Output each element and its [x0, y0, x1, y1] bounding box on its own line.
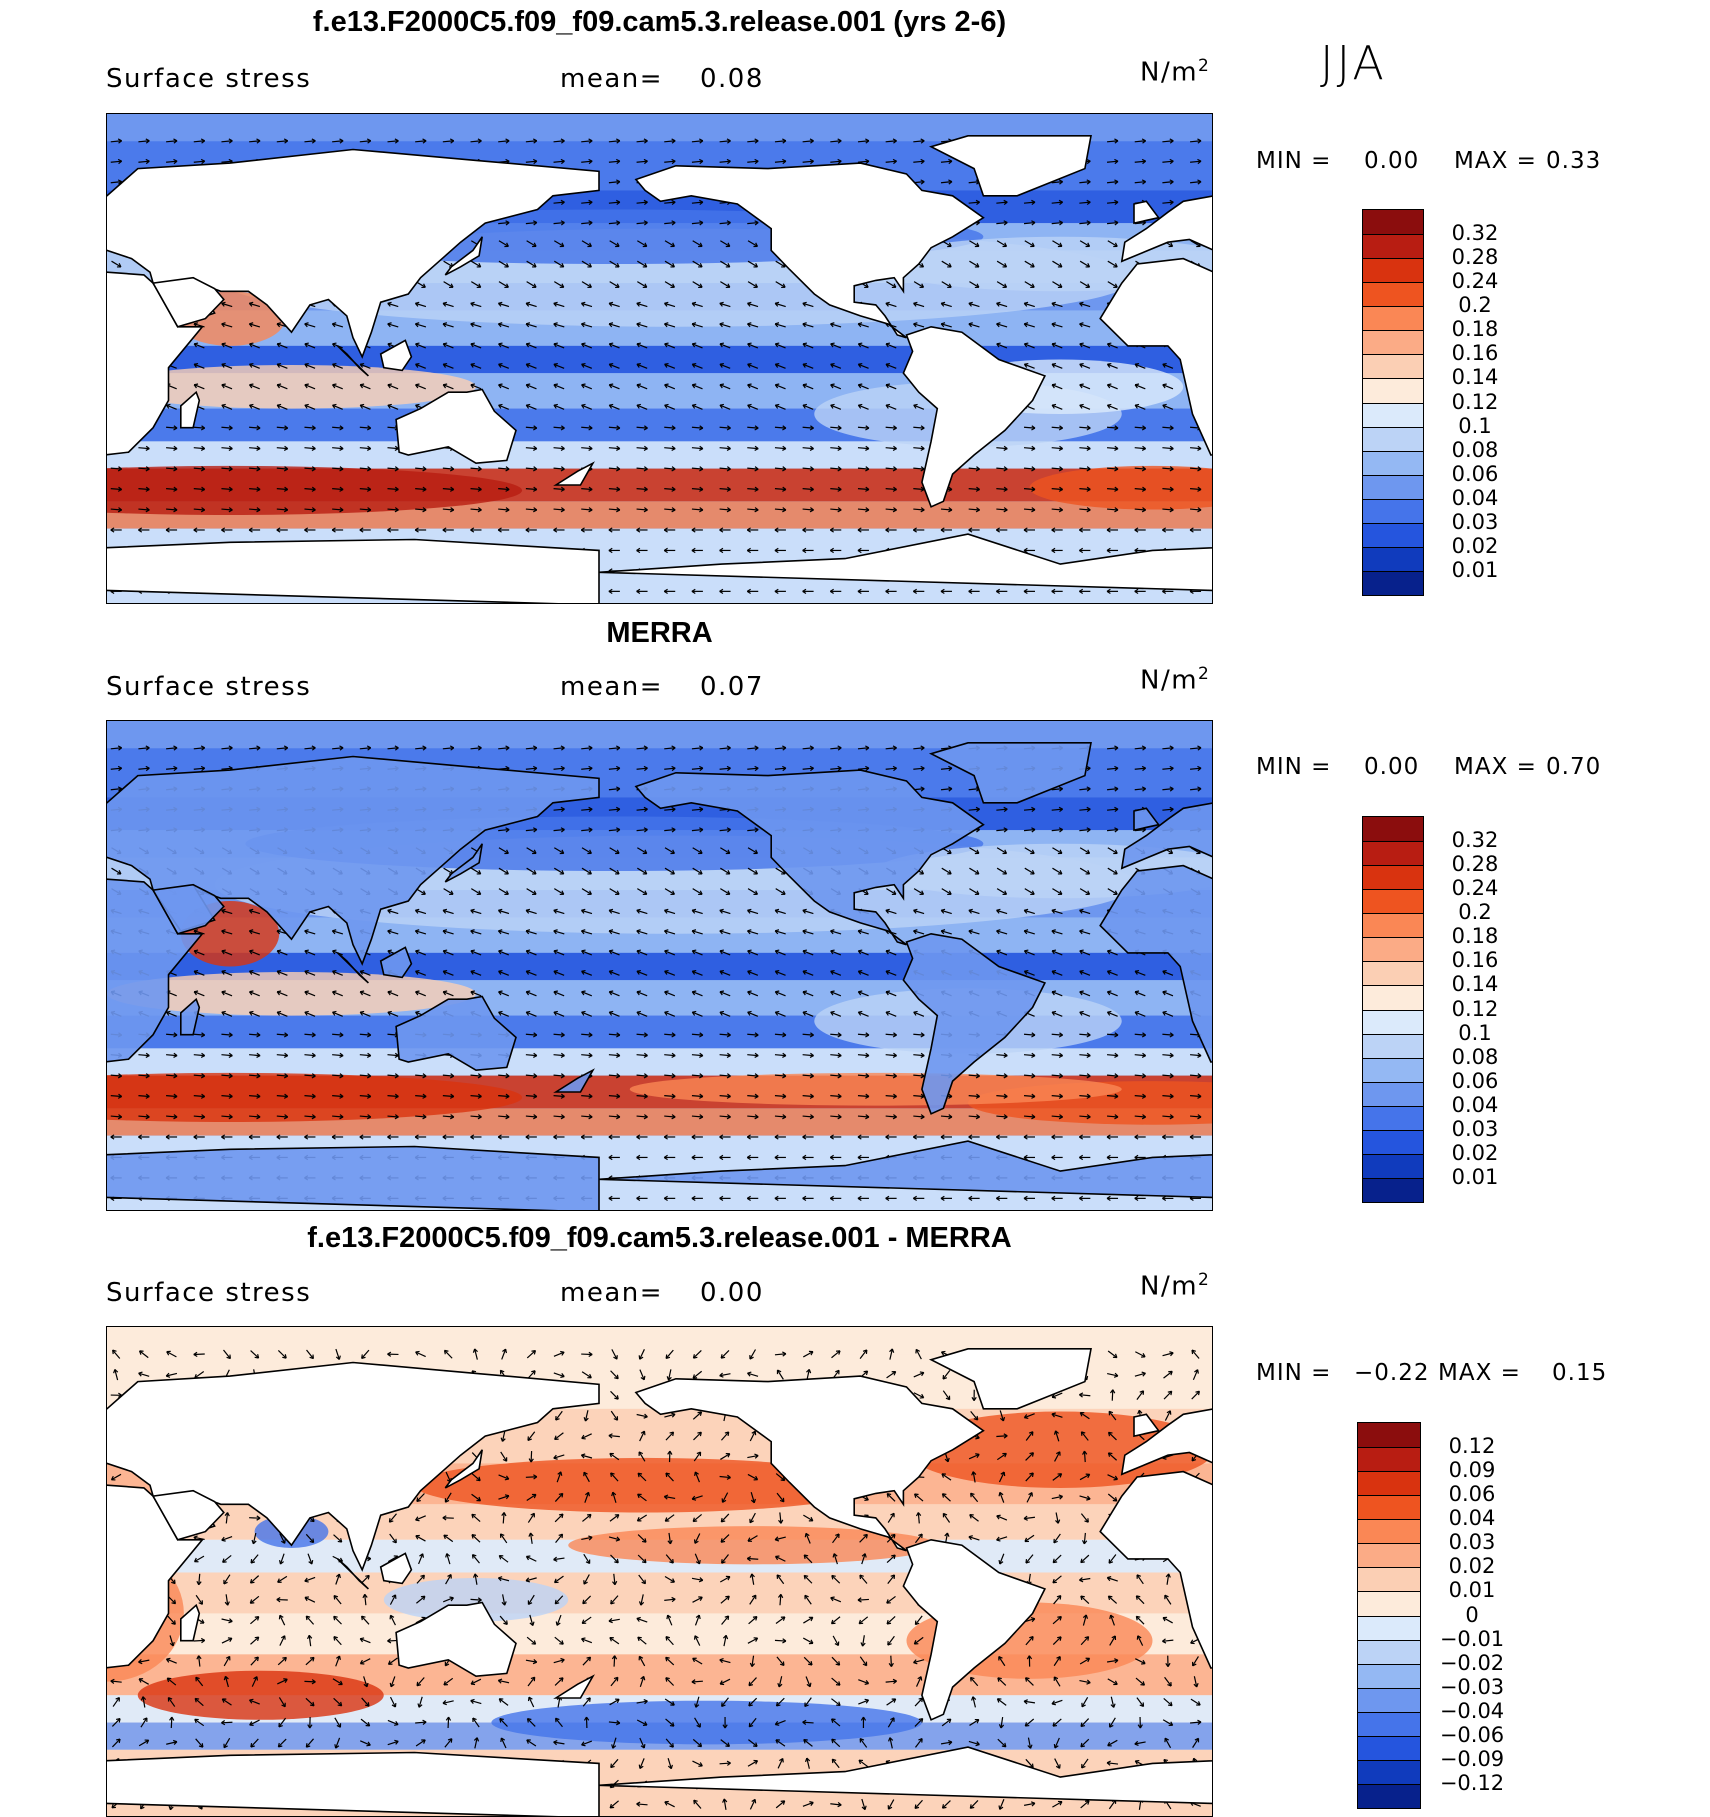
colorbar-box	[1363, 817, 1423, 841]
colorbar-tick-label: 0.03	[1435, 510, 1515, 534]
panel3-units: N/m2	[1140, 1270, 1210, 1302]
colorbar-tick-label: 0.16	[1435, 948, 1515, 972]
colorbar-tick-label: 0.02	[1435, 1141, 1515, 1165]
colorbar-tick-label: 0.01	[1435, 558, 1515, 582]
colorbar-tick-label: 0.18	[1435, 924, 1515, 948]
field-blob	[138, 1671, 384, 1720]
colorbar-box	[1363, 330, 1423, 354]
panel1-min-value: 0.00	[1364, 148, 1419, 174]
colorbar-box	[1363, 378, 1423, 402]
colorbar-tick-label: 0.1	[1435, 414, 1515, 438]
panel1-max-value: 0.33	[1546, 148, 1601, 174]
panel3-mean-label: mean=	[560, 1278, 663, 1308]
colorbar-tick-label: 0.28	[1435, 852, 1515, 876]
panel1-min-label: MIN =	[1256, 148, 1331, 174]
colorbar-tick-label: 0.14	[1435, 365, 1515, 389]
colorbar-box	[1363, 1034, 1423, 1058]
panel2-mean-label: mean=	[560, 672, 663, 702]
colorbar-tick-label: 0.2	[1435, 900, 1515, 924]
colorbar-box	[1363, 1058, 1423, 1082]
colorbar-box	[1363, 234, 1423, 258]
colorbar-box	[1363, 210, 1423, 234]
colorbar-tick-label: 0.24	[1435, 269, 1515, 293]
panel1-title: f.e13.F2000C5.f09_f09.cam5.3.release.001…	[106, 6, 1213, 39]
colorbar-box	[1363, 571, 1423, 595]
colorbar-box	[1363, 841, 1423, 865]
colorbar-box	[1363, 1178, 1423, 1202]
colorbar-box	[1363, 985, 1423, 1009]
panel2-units: N/m2	[1140, 664, 1210, 696]
colorbar-tick-label: 0.14	[1435, 972, 1515, 996]
colorbar-box	[1363, 913, 1423, 937]
colorbar-tick-label: 0.01	[1435, 1165, 1515, 1189]
colorbar-tick-label: 0.08	[1435, 438, 1515, 462]
colorbar-box	[1363, 961, 1423, 985]
colorbar-tick-label: 0.12	[1435, 997, 1515, 1021]
field-band	[107, 441, 1213, 468]
colorbar-tick-label: 0.18	[1435, 317, 1515, 341]
panel2-map	[106, 720, 1213, 1211]
colorbar-tick-label: 0.03	[1435, 1117, 1515, 1141]
colorbar-box	[1363, 1130, 1423, 1154]
colorbar-box	[1363, 1010, 1423, 1034]
colorbar-tick-label: 0.06	[1435, 1069, 1515, 1093]
colorbar-box	[1363, 427, 1423, 451]
colorbar-box	[1363, 451, 1423, 475]
colorbar-tick-label: 0.2	[1435, 293, 1515, 317]
colorbar-box	[1363, 306, 1423, 330]
field-blob	[491, 1701, 922, 1745]
colorbar-tick-label: 0.24	[1435, 876, 1515, 900]
colorbar-box	[1363, 1154, 1423, 1178]
colorbar-box	[1363, 547, 1423, 571]
panel1-variable-label: Surface stress	[106, 64, 311, 94]
panel2-max-label: MAX =	[1454, 754, 1537, 780]
panel2-min-label: MIN =	[1256, 754, 1331, 780]
field-band	[107, 1048, 1213, 1075]
colorbar-tick-label: 0.02	[1435, 534, 1515, 558]
colorbar-box	[1363, 258, 1423, 282]
panel3-variable-label: Surface stress	[106, 1278, 311, 1308]
colorbar-box	[1363, 1082, 1423, 1106]
colorbar-box	[1363, 403, 1423, 427]
colorbar-box	[1363, 1106, 1423, 1130]
colorbar-box	[1363, 523, 1423, 547]
colorbar-tick-label: 0.16	[1435, 341, 1515, 365]
panel1-map	[106, 113, 1213, 604]
colorbar-tick-label: 0.06	[1435, 462, 1515, 486]
colorbar-tick-label: 0.32	[1435, 221, 1515, 245]
colorbar-tick-label: 0.32	[1435, 828, 1515, 852]
colorbar-tick-label: 0.28	[1435, 245, 1515, 269]
panel2-mean-value: 0.07	[700, 672, 764, 702]
panel2-variable-label: Surface stress	[106, 672, 311, 702]
colorbar-tick-label: 0.04	[1435, 486, 1515, 510]
colorbar-box	[1363, 865, 1423, 889]
panel2-min-value: 0.00	[1364, 754, 1419, 780]
colorbar-tick-label: 0.04	[1435, 1093, 1515, 1117]
colorbar-box	[1363, 475, 1423, 499]
colorbar-tick-label: 0.1	[1435, 1021, 1515, 1045]
season-label: JJA	[1320, 36, 1387, 90]
colorbar-tick-label: 0.12	[1435, 390, 1515, 414]
colorbar-box	[1363, 354, 1423, 378]
panel2-title: MERRA	[106, 617, 1213, 650]
colorbar-box	[1363, 282, 1423, 306]
panel3-map	[106, 1326, 1213, 1817]
panel1-mean-value: 0.08	[700, 64, 764, 94]
colorbar-box	[1363, 937, 1423, 961]
panel1-units: N/m2	[1140, 56, 1210, 88]
panel3-title: f.e13.F2000C5.f09_f09.cam5.3.release.001…	[106, 1222, 1213, 1255]
colorbar-box	[1363, 889, 1423, 913]
colorbar-box	[1363, 499, 1423, 523]
panel3-mean-value: 0.00	[700, 1278, 764, 1308]
panel1-max-label: MAX =	[1454, 148, 1537, 174]
panel2-max-value: 0.70	[1546, 754, 1601, 780]
colorbar-tick-label: 0.08	[1435, 1045, 1515, 1069]
panel1-mean-label: mean=	[560, 64, 663, 94]
field-blob	[630, 1073, 1122, 1106]
